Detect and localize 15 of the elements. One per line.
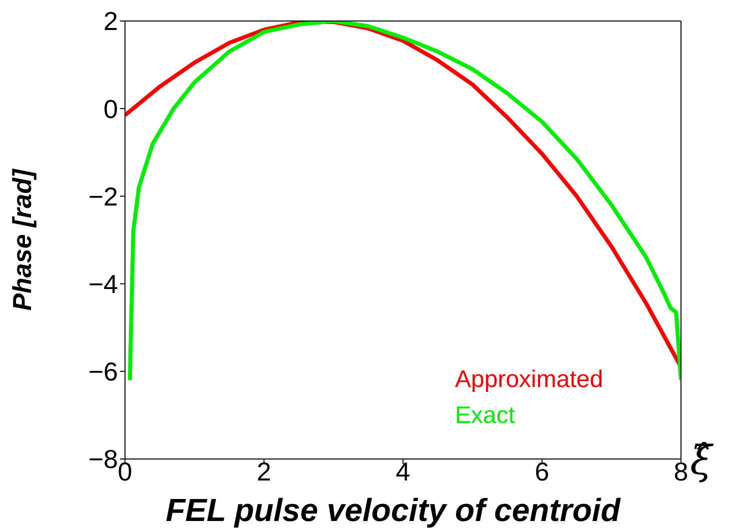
y-axis-title: Phase [rad] [7, 168, 38, 311]
y-tick-label: −2 [88, 181, 118, 212]
x-axis-title: FEL pulse velocity of centroid [166, 492, 622, 528]
y-tick-label: 0 [104, 94, 118, 124]
y-tick-label: −8 [88, 444, 118, 474]
text: Exact [455, 401, 516, 431]
y-tick-label: −6 [88, 356, 118, 387]
x-tick-label: 8 [674, 456, 688, 486]
x-tick-label: 2 [256, 456, 272, 486]
y-tick-label: 2 [104, 6, 118, 36]
x-tick-label: 6 [534, 456, 550, 486]
text: ξ̂ [690, 438, 712, 484]
y-tick-label: −4 [88, 269, 118, 300]
text: Approximated [455, 365, 604, 395]
x-tick-label: 4 [396, 456, 410, 486]
